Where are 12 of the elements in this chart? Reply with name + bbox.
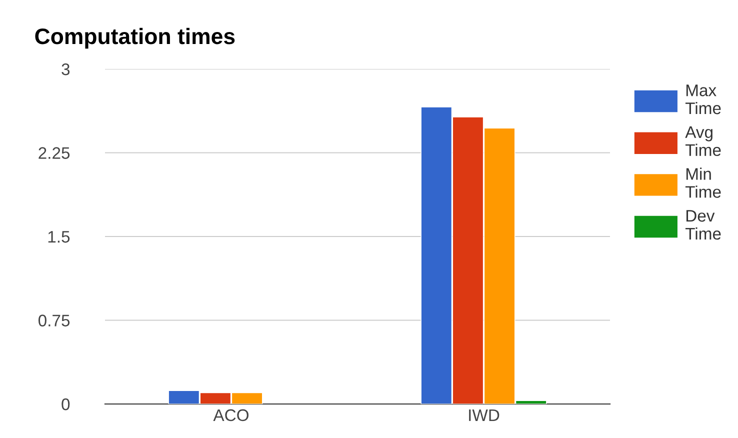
x-tick-label: IWD <box>469 409 500 421</box>
y-tick-label: 2.25 <box>38 147 70 159</box>
y-tick-label: 0 <box>62 398 70 410</box>
legend-label: Avg Time <box>685 126 721 156</box>
legend-label: Max Time <box>685 84 721 114</box>
y-tick-label: 3 <box>62 63 70 76</box>
chart-title: Computation times <box>35 28 235 49</box>
x-tick-label: ACO <box>213 409 249 422</box>
legend-label: Min Time <box>685 168 721 198</box>
y-tick-label: 0.75 <box>38 314 70 326</box>
legend-label: Dev Time <box>685 210 721 240</box>
y-tick-label: 1.5 <box>48 231 70 243</box>
